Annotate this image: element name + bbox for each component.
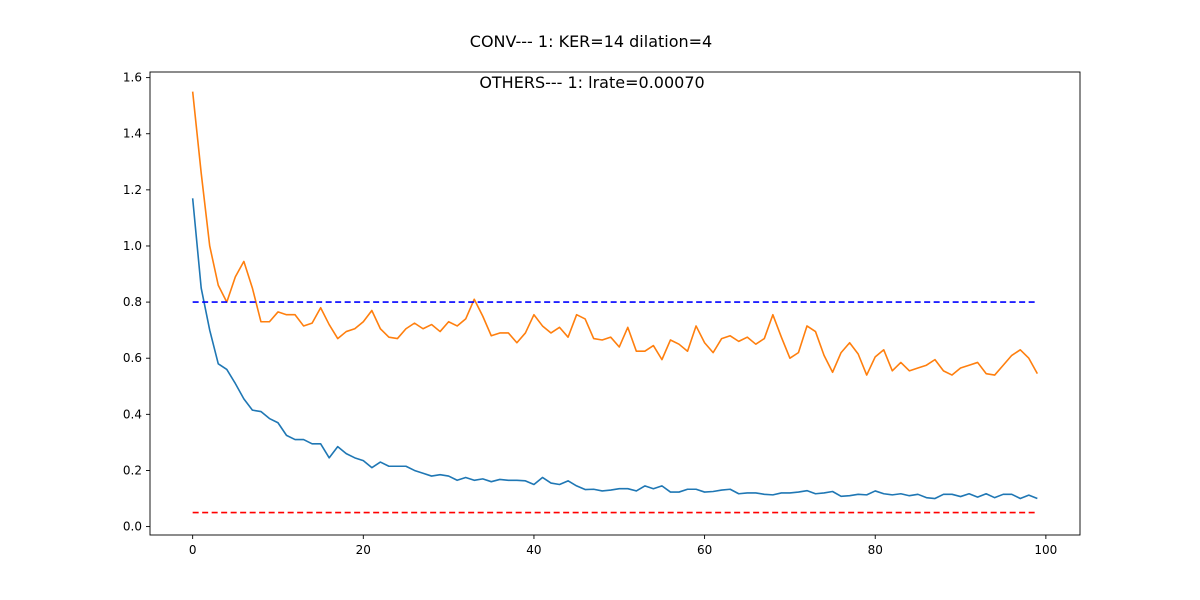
y-tick-label: 1.4: [123, 127, 142, 141]
axes-frame: [149, 71, 1081, 536]
y-tick-label: 1.0: [123, 239, 142, 253]
y-tick-label: 0.0: [123, 520, 142, 534]
y-tick-label: 1.2: [123, 183, 142, 197]
x-tick-label: 20: [356, 543, 371, 557]
y-tick-label: 0.6: [123, 351, 142, 365]
x-tick-label: 40: [526, 543, 541, 557]
x-tick-label: 80: [868, 543, 883, 557]
chart-subtitle: OTHERS--- 1: lrate=0.00070: [479, 73, 704, 92]
series-line-train: [191, 198, 1038, 500]
y-tick-label: 1.6: [123, 71, 142, 85]
y-tick-label: 0.2: [123, 463, 142, 477]
y-tick-label: 0.8: [123, 295, 142, 309]
series-group: [191, 91, 1039, 514]
x-tick-label: 60: [697, 543, 712, 557]
y-tick-label: 0.4: [123, 407, 142, 421]
plot-area: 0 20 40 60 80 100 0.0 0.2 0.4 0.6 0.8 1.0 1.2 1.4 1.6: [123, 71, 1081, 557]
chart-title: CONV--- 1: KER=14 dilation=4: [470, 32, 712, 51]
x-tick-label: 100: [1034, 543, 1057, 557]
x-tick-label: 0: [189, 543, 197, 557]
series-line-validation: [191, 91, 1039, 376]
